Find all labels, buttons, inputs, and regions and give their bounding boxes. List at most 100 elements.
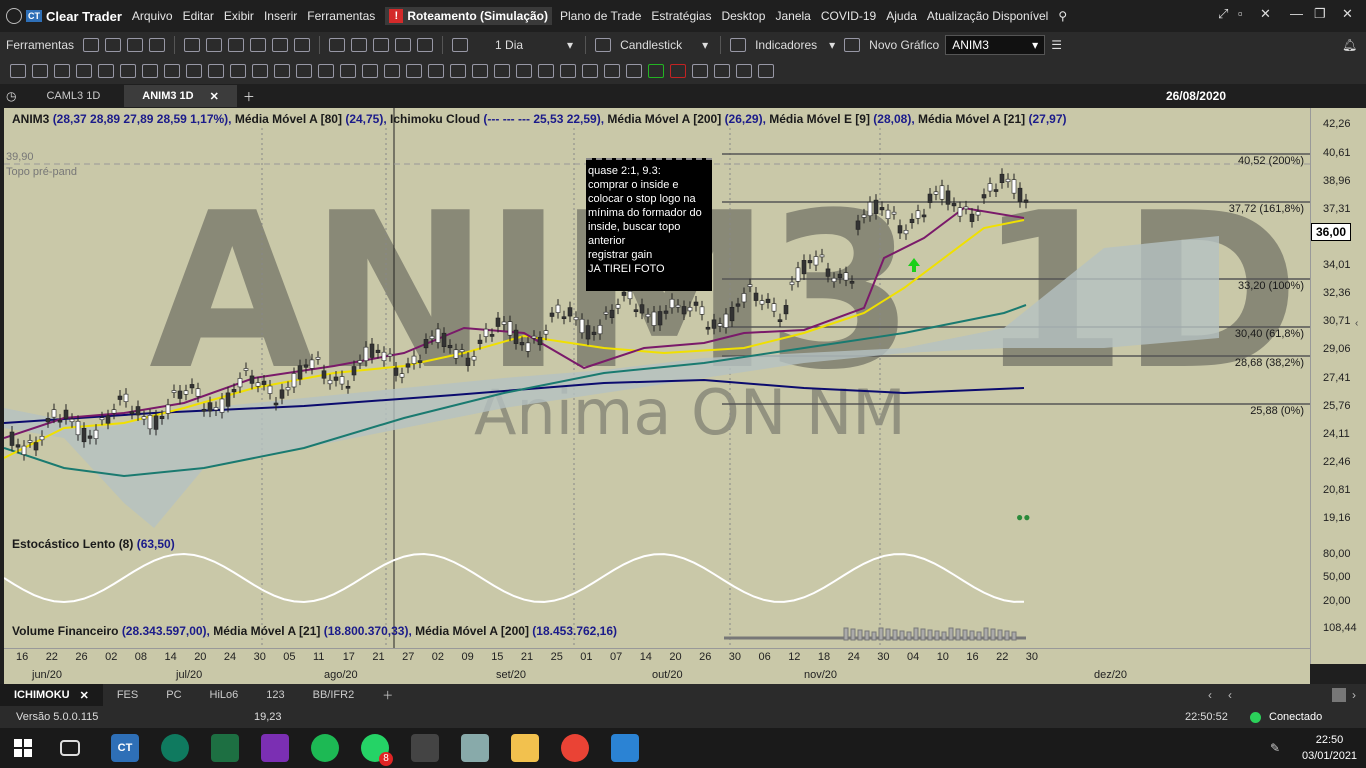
task-view-icon[interactable] [60, 740, 80, 756]
measure-icon[interactable] [472, 64, 488, 78]
excel-icon[interactable] [211, 734, 239, 762]
menu-ferramentas[interactable]: Ferramentas [307, 9, 376, 23]
price-axis[interactable]: 42,26 40,61 38,96 37,31 36,00 34,01 32,3… [1310, 108, 1366, 664]
chrome-icon[interactable] [561, 734, 589, 762]
list-icon[interactable] [149, 38, 166, 52]
bars4-icon[interactable] [758, 64, 774, 78]
rectangle-icon[interactable] [230, 64, 246, 78]
regression-icon[interactable] [582, 64, 598, 78]
collapse-icon[interactable]: ‹ [1355, 318, 1359, 329]
zoom-fit-icon[interactable] [373, 38, 390, 52]
zoom-out-icon[interactable] [351, 38, 368, 52]
clock[interactable]: 22:50 03/01/2021 [1302, 732, 1357, 764]
sort-icon[interactable] [105, 38, 122, 52]
line-width-icon[interactable] [450, 64, 466, 78]
bars-icon[interactable] [692, 64, 708, 78]
zoom-area-icon[interactable] [395, 38, 412, 52]
time-zone-icon[interactable] [560, 64, 576, 78]
menu-ajuda[interactable]: Ajuda [886, 9, 917, 23]
onenote-icon[interactable] [261, 734, 289, 762]
candlestick-icon[interactable] [595, 38, 612, 52]
folder-icon[interactable] [511, 734, 539, 762]
menu-exibir[interactable]: Exibir [223, 9, 254, 23]
photos-icon[interactable] [611, 734, 639, 762]
time-axis[interactable]: 16 22 26 02 08 14 20 24 30 05 11 17 21 27 02 09 15 21 25 01… [4, 648, 1310, 684]
menu-list-icon[interactable]: ☰ [1051, 38, 1062, 52]
pen-icon[interactable]: ✎ [1270, 741, 1281, 755]
gear-icon[interactable] [294, 38, 311, 52]
menu-inserir[interactable]: Inserir [263, 9, 298, 23]
restore-icon[interactable]: ▫ [1238, 6, 1243, 21]
whatsapp-icon[interactable]: 8 [361, 734, 393, 766]
tab-anim3[interactable]: ANIM3 1D ✕ [124, 85, 237, 107]
bars3-icon[interactable] [736, 64, 752, 78]
note-annotation[interactable]: quase 2:1, 9.3: comprar o inside e coloc… [586, 158, 712, 291]
indicators-button[interactable]: Indicadores [755, 38, 818, 52]
close-icon[interactable]: ✕ [209, 90, 219, 103]
window-close-icon[interactable]: ✕ [1342, 6, 1353, 21]
magnet-icon[interactable] [120, 64, 136, 78]
book-icon[interactable] [184, 38, 201, 52]
menu-desktop[interactable]: Desktop [721, 9, 766, 23]
minimize-icon[interactable]: — [1290, 6, 1303, 21]
cart-icon[interactable] [250, 38, 267, 52]
zoom-in-icon[interactable] [329, 38, 346, 52]
add-tab-icon[interactable]: ＋ [242, 89, 255, 104]
scroll-prev-icon[interactable]: ‹ [1228, 688, 1232, 702]
fibonacci-icon[interactable] [340, 64, 356, 78]
scroll-right-icon[interactable]: › [1352, 688, 1356, 702]
indicators-icon[interactable] [730, 38, 747, 52]
chevron-down-icon[interactable]: ▾ [702, 38, 709, 52]
bars2-icon[interactable] [714, 64, 730, 78]
graduation-icon[interactable] [272, 38, 289, 52]
triangle-icon[interactable] [274, 64, 290, 78]
up-arrow-icon[interactable] [648, 64, 664, 78]
cycle-icon[interactable] [626, 64, 642, 78]
study-tab-pc[interactable]: PC [166, 689, 182, 701]
window-restore-icon[interactable]: ❐ [1314, 6, 1326, 21]
ray-icon[interactable] [164, 64, 180, 78]
hand-icon[interactable] [32, 64, 48, 78]
alarm-icon[interactable] [228, 38, 245, 52]
price-chart[interactable]: ANIM3 1D Anima ON NM ANIM3 (28,37 28,89 … [4, 108, 1310, 664]
menu-update[interactable]: Atualização Disponível [926, 9, 1049, 23]
layout-icon[interactable] [417, 38, 434, 52]
down-arrow-icon[interactable] [670, 64, 686, 78]
period-select[interactable]: 1 Dia [495, 38, 524, 52]
brush-icon[interactable] [76, 64, 92, 78]
fib-channel-icon[interactable] [362, 64, 378, 78]
grid-icon[interactable] [83, 38, 100, 52]
scroll-left-icon[interactable]: ‹ [1208, 688, 1212, 702]
pitchfork-icon[interactable] [428, 64, 444, 78]
channel-icon[interactable] [186, 64, 202, 78]
chart-type-select[interactable]: Candlestick [620, 38, 683, 52]
arc-tool-icon[interactable] [494, 64, 510, 78]
arc-icon[interactable] [296, 64, 312, 78]
symbol-input[interactable]: ANIM3 ▾ [945, 35, 1046, 55]
hline-icon[interactable] [208, 64, 224, 78]
new-chart-icon[interactable] [844, 38, 861, 52]
tab-caml3[interactable]: CAML3 1D [46, 90, 101, 102]
study-tab-bbifr2[interactable]: BB/IFR2 [312, 689, 355, 701]
order-icon[interactable] [127, 38, 144, 52]
spotify-icon[interactable] [311, 734, 339, 762]
ellipse-icon[interactable] [252, 64, 268, 78]
clock-icon[interactable]: ◷ [6, 89, 17, 103]
clear-trader-taskbar-icon[interactable]: CT [111, 734, 139, 762]
terminal-icon[interactable] [411, 734, 439, 762]
speed-lines-icon[interactable] [538, 64, 554, 78]
close-icon[interactable]: ✕ [79, 689, 89, 702]
routing-simulation-button[interactable]: ! Roteamento (Simulação) [385, 7, 553, 25]
andrews-icon[interactable] [604, 64, 620, 78]
study-tab-123[interactable]: 123 [266, 689, 285, 701]
gann-icon[interactable] [516, 64, 532, 78]
times-trades-icon[interactable] [206, 38, 223, 52]
chevron-down-icon[interactable]: ▾ [829, 38, 836, 52]
close-chart-icon[interactable]: ✕ [1260, 6, 1271, 21]
menu-covid[interactable]: COVID-19 [820, 9, 877, 23]
scroll-thumb[interactable] [1332, 688, 1346, 702]
menu-estrategias[interactable]: Estratégias [651, 9, 712, 23]
menu-janela[interactable]: Janela [775, 9, 811, 23]
search-icon[interactable]: ⚲ [1058, 9, 1068, 23]
chatgpt-icon[interactable] [161, 734, 189, 762]
